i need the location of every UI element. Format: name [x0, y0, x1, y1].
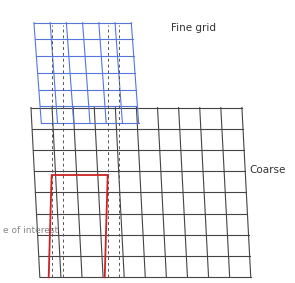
Text: e of interest: e of interest	[3, 226, 58, 235]
Text: Coarse: Coarse	[250, 165, 286, 175]
Text: Fine grid: Fine grid	[171, 23, 216, 33]
